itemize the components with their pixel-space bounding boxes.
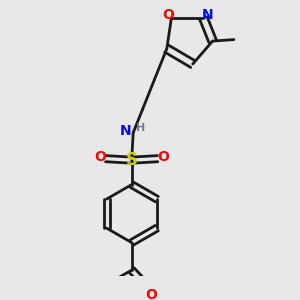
Text: S: S bbox=[126, 151, 138, 169]
Text: O: O bbox=[94, 150, 106, 164]
Text: N: N bbox=[120, 124, 131, 138]
Text: H: H bbox=[136, 123, 146, 133]
Text: O: O bbox=[162, 8, 174, 22]
Text: O: O bbox=[146, 287, 158, 300]
Text: N: N bbox=[201, 8, 213, 22]
Text: O: O bbox=[157, 150, 169, 164]
